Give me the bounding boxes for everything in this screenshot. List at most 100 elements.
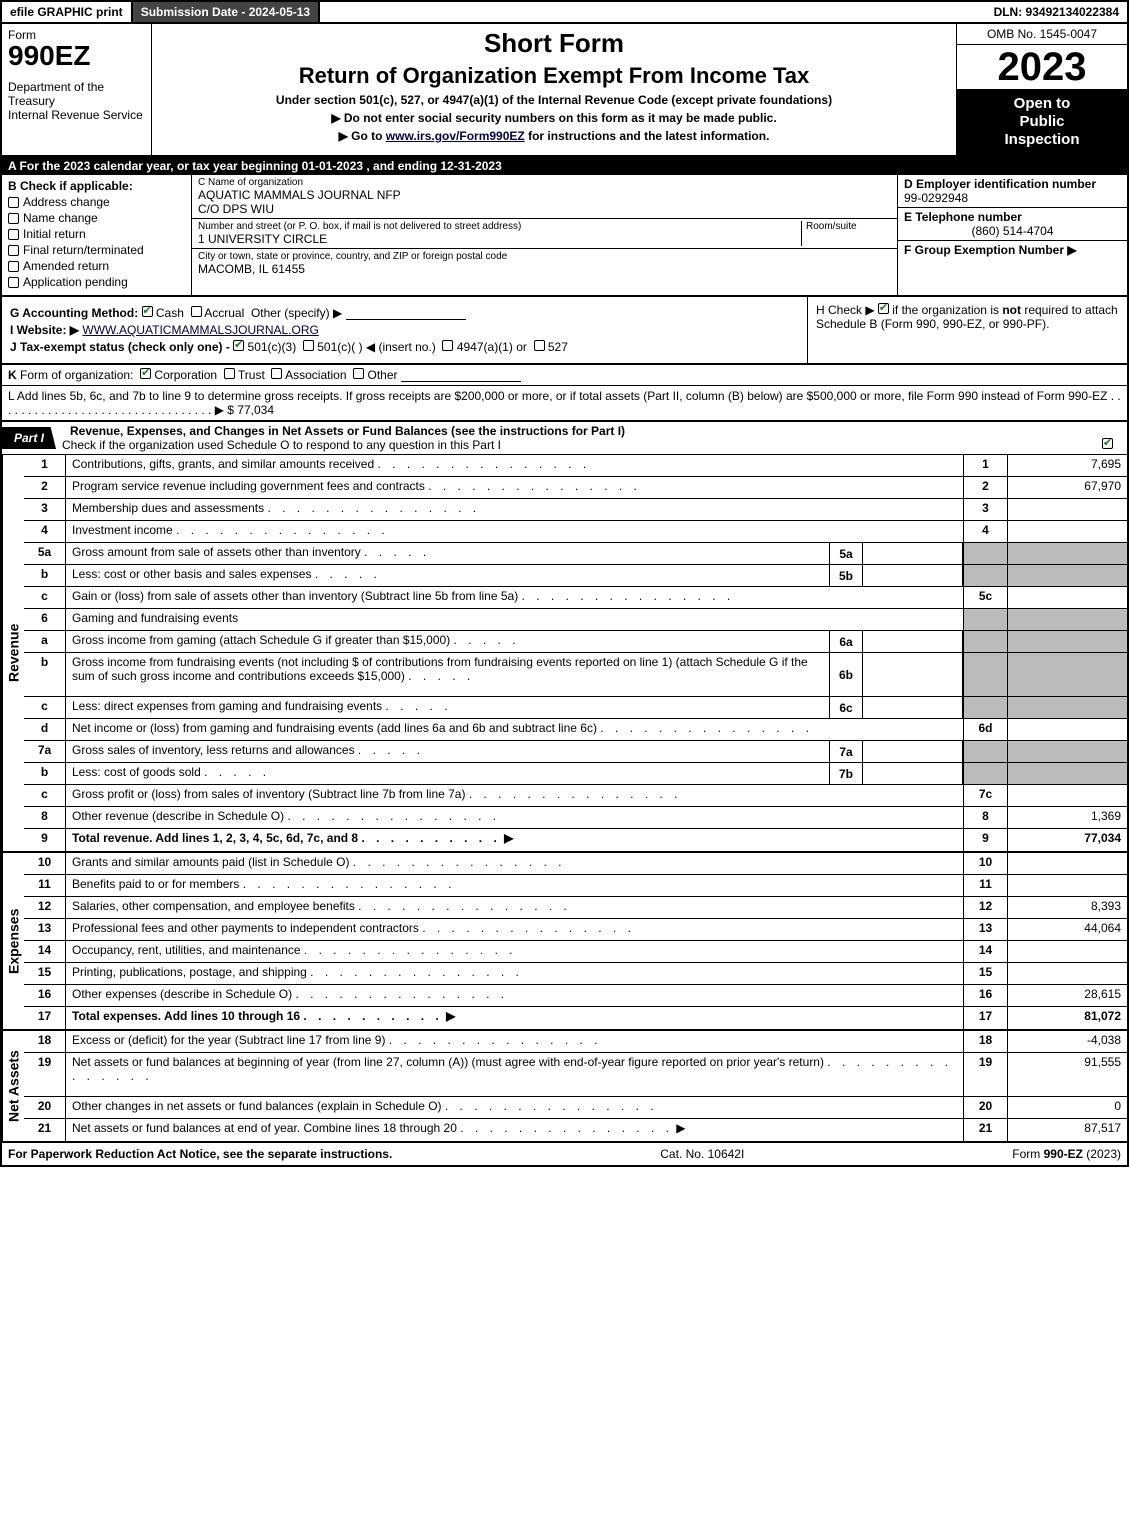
checkbox-icon[interactable] <box>8 277 19 288</box>
check-application-pending[interactable]: Application pending <box>8 275 185 289</box>
e-tel-label: E Telephone number <box>904 210 1121 224</box>
checkbox-icon[interactable] <box>8 197 19 208</box>
c-city: MACOMB, IL 61455 <box>198 262 891 276</box>
checkbox-icon[interactable] <box>8 229 19 240</box>
short-form-title: Short Form <box>162 28 946 59</box>
header-center: Short Form Return of Organization Exempt… <box>152 24 957 155</box>
right-line-number: 15 <box>963 963 1007 984</box>
line-number: 5a <box>24 543 66 564</box>
check-label: Application pending <box>23 275 128 289</box>
checkbox-icon[interactable] <box>8 261 19 272</box>
line-value: 0 <box>1007 1097 1127 1118</box>
checkbox-icon[interactable] <box>140 368 151 379</box>
sub-value[interactable] <box>863 697 963 718</box>
k-other-blank[interactable] <box>401 370 521 382</box>
checkbox-icon[interactable] <box>224 368 235 379</box>
right-line-number: 16 <box>963 985 1007 1006</box>
h-schedule-b: H Check ▶ if the organization is not req… <box>807 297 1127 363</box>
line-description: Investment income . . . . . . . . . . . … <box>66 521 963 542</box>
line-description: Gross amount from sale of assets other t… <box>66 543 829 564</box>
checkbox-icon[interactable] <box>303 340 314 351</box>
d-ein-value: 99-0292948 <box>904 191 1121 205</box>
line-value <box>1007 631 1127 652</box>
i-website: I Website: ▶ WWW.AQUATICMAMMALSJOURNAL.O… <box>10 323 799 337</box>
inspection-l2: Public <box>1019 113 1064 130</box>
sub-value[interactable] <box>863 543 963 564</box>
right-line-number: 7c <box>963 785 1007 806</box>
check-address-change[interactable]: Address change <box>8 195 185 209</box>
checkbox-icon[interactable] <box>191 306 202 317</box>
c-city-row: City or town, state or province, country… <box>192 249 897 278</box>
j-label: J Tax-exempt status (check only one) - <box>10 340 233 354</box>
sub-value[interactable] <box>863 631 963 652</box>
checkbox-icon[interactable] <box>534 340 545 351</box>
irs-link[interactable]: www.irs.gov/Form990EZ <box>386 129 525 143</box>
table-row: 21Net assets or fund balances at end of … <box>24 1119 1127 1141</box>
desc-with-sub: Gross sales of inventory, less returns a… <box>66 741 963 762</box>
i-website-value[interactable]: WWW.AQUATICMAMMALSJOURNAL.ORG <box>82 323 318 337</box>
line-value: 77,034 <box>1007 829 1127 851</box>
i-label: I Website: ▶ <box>10 323 79 337</box>
revenue-rows: 1Contributions, gifts, grants, and simil… <box>24 455 1127 851</box>
line-value: 91,555 <box>1007 1053 1127 1096</box>
table-row: cGross profit or (loss) from sales of in… <box>24 785 1127 807</box>
line-description: Membership dues and assessments . . . . … <box>66 499 963 520</box>
right-line-number: 14 <box>963 941 1007 962</box>
checkbox-icon[interactable] <box>233 340 244 351</box>
line-description: Occupancy, rent, utilities, and maintena… <box>66 941 963 962</box>
line-number: 18 <box>24 1031 66 1052</box>
line-description: Printing, publications, postage, and shi… <box>66 963 963 984</box>
check-initial-return[interactable]: Initial return <box>8 227 185 241</box>
right-line-number <box>963 565 1007 586</box>
sub-value[interactable] <box>863 565 963 586</box>
page-footer: For Paperwork Reduction Act Notice, see … <box>0 1143 1129 1167</box>
checkbox-icon[interactable] <box>442 340 453 351</box>
table-row: 4Investment income . . . . . . . . . . .… <box>24 521 1127 543</box>
part-1-header: Part I Revenue, Expenses, and Changes in… <box>0 422 1129 455</box>
checkbox-icon[interactable] <box>353 368 364 379</box>
c-suite-label: Room/suite <box>806 221 891 232</box>
table-row: 17Total expenses. Add lines 10 through 1… <box>24 1007 1127 1029</box>
checkbox-icon[interactable] <box>1102 438 1113 449</box>
top-bar-left: efile GRAPHIC print Submission Date - 20… <box>2 2 320 22</box>
revenue-side-label: Revenue <box>2 455 24 851</box>
checkbox-icon[interactable] <box>8 213 19 224</box>
line-value <box>1007 587 1127 608</box>
right-line-number <box>963 697 1007 718</box>
line-number: 6 <box>24 609 66 630</box>
right-line-number: 18 <box>963 1031 1007 1052</box>
checkbox-icon[interactable] <box>878 303 889 314</box>
line-description: Program service revenue including govern… <box>66 477 963 498</box>
line-value <box>1007 853 1127 874</box>
j-501c: 501(c)( ) ◀ (insert no.) <box>317 340 436 354</box>
sub-value[interactable] <box>863 653 963 696</box>
dln: DLN: 93492134022384 <box>986 2 1127 22</box>
sub-line-number: 6c <box>829 697 863 718</box>
sub-value[interactable] <box>863 741 963 762</box>
checkbox-icon[interactable] <box>142 306 153 317</box>
checkbox-icon[interactable] <box>271 368 282 379</box>
line-value <box>1007 543 1127 564</box>
d-ein-label: D Employer identification number <box>904 177 1121 191</box>
checkbox-icon[interactable] <box>8 245 19 256</box>
efile-graphic-print[interactable]: efile GRAPHIC print <box>2 2 133 22</box>
check-amended-return[interactable]: Amended return <box>8 259 185 273</box>
main-title: Return of Organization Exempt From Incom… <box>162 63 946 89</box>
check-name-change[interactable]: Name change <box>8 211 185 225</box>
table-row: 6Gaming and fundraising events <box>24 609 1127 631</box>
table-row: 14Occupancy, rent, utilities, and mainte… <box>24 941 1127 963</box>
line-description: Net assets or fund balances at beginning… <box>66 1053 963 1096</box>
line-description: Salaries, other compensation, and employ… <box>66 897 963 918</box>
col-b-checks: B Check if applicable: Address change Na… <box>2 175 192 295</box>
line-description: Total revenue. Add lines 1, 2, 3, 4, 5c,… <box>66 829 963 851</box>
line-value <box>1007 697 1127 718</box>
g-other-blank[interactable] <box>346 308 466 320</box>
part-1-tab: Part I <box>2 427 56 449</box>
ghij-left: G Accounting Method: Cash Accrual Other … <box>2 297 807 363</box>
c-name-label: C Name of organization <box>198 177 891 188</box>
c-careof: C/O DPS WIU <box>198 202 891 216</box>
check-final-return[interactable]: Final return/terminated <box>8 243 185 257</box>
footer-right-pre: Form <box>1012 1147 1043 1161</box>
table-row: bLess: cost or other basis and sales exp… <box>24 565 1127 587</box>
sub-value[interactable] <box>863 763 963 784</box>
